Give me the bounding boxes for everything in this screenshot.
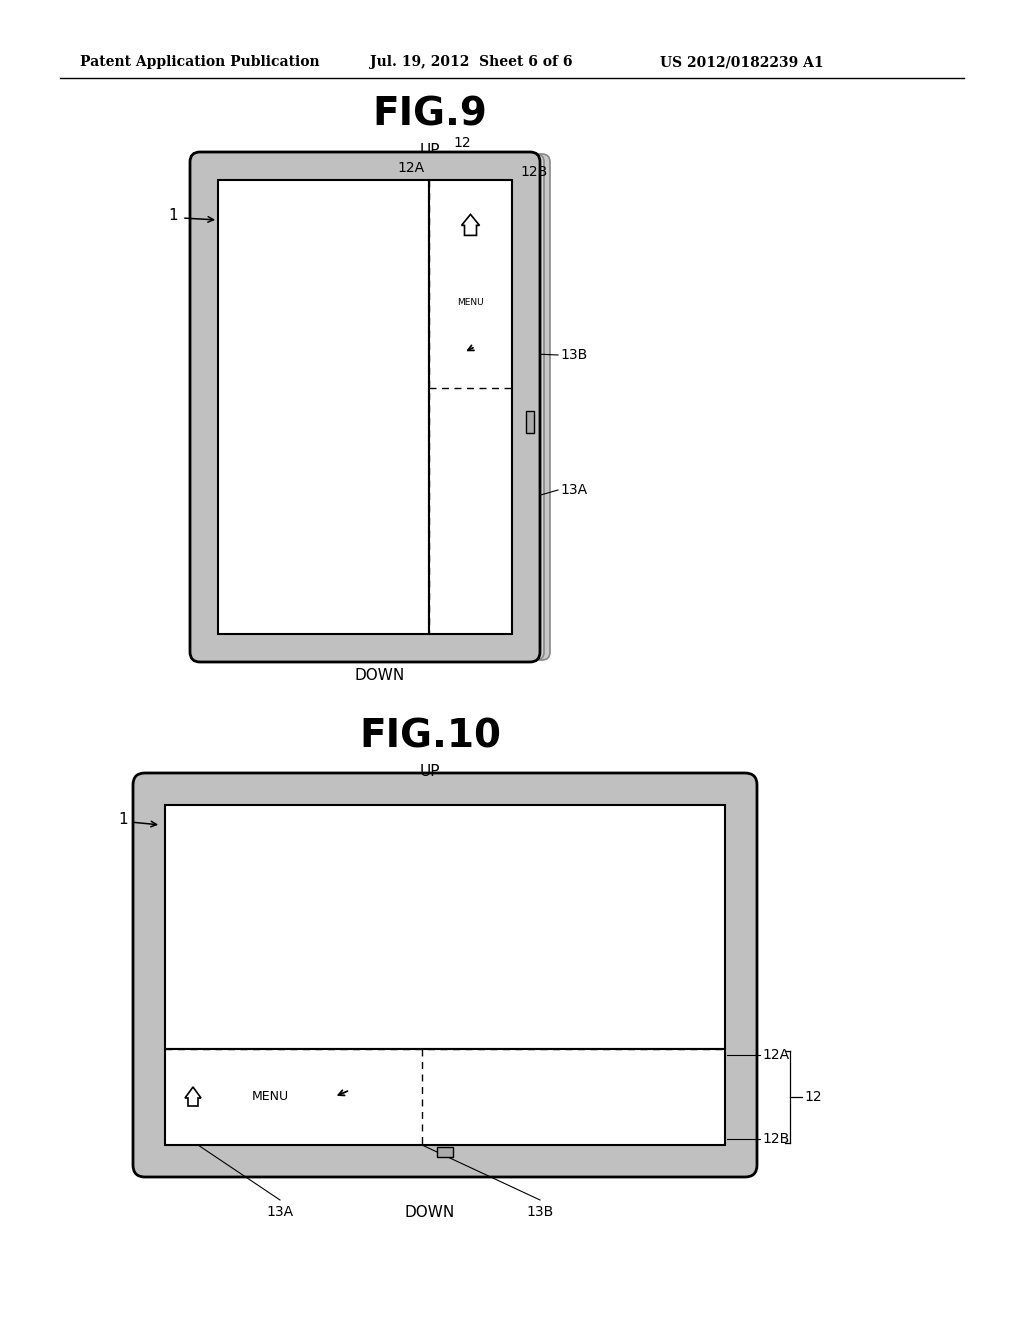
FancyBboxPatch shape <box>198 154 544 660</box>
Text: 12: 12 <box>804 1090 821 1104</box>
Text: 1: 1 <box>168 207 178 223</box>
Text: Patent Application Publication: Patent Application Publication <box>80 55 319 69</box>
FancyBboxPatch shape <box>190 152 540 663</box>
Bar <box>429 180 512 634</box>
Text: 12B: 12B <box>762 1133 790 1146</box>
Text: DOWN: DOWN <box>404 1205 455 1220</box>
Bar <box>526 411 534 433</box>
Bar <box>165 1049 725 1144</box>
Text: 13A: 13A <box>266 1205 294 1218</box>
Text: 12: 12 <box>453 136 471 150</box>
Text: 13B: 13B <box>526 1205 554 1218</box>
Text: 12A: 12A <box>762 1048 790 1063</box>
Text: UP: UP <box>420 143 440 158</box>
Text: MENU: MENU <box>252 1090 289 1104</box>
Text: FIG.10: FIG.10 <box>359 718 501 756</box>
Text: FIG.9: FIG.9 <box>373 95 487 133</box>
Bar <box>437 1147 453 1158</box>
Bar <box>165 805 725 1049</box>
Text: MENU: MENU <box>457 298 483 308</box>
Text: DOWN: DOWN <box>355 668 406 682</box>
Text: 12A: 12A <box>397 161 424 176</box>
Text: 13A: 13A <box>560 483 587 498</box>
Text: US 2012/0182239 A1: US 2012/0182239 A1 <box>660 55 823 69</box>
Text: 13B: 13B <box>560 348 587 362</box>
Text: 12B: 12B <box>520 165 547 180</box>
FancyBboxPatch shape <box>133 774 757 1177</box>
Text: Jul. 19, 2012  Sheet 6 of 6: Jul. 19, 2012 Sheet 6 of 6 <box>370 55 572 69</box>
Text: UP: UP <box>420 764 440 779</box>
Bar <box>218 180 429 634</box>
FancyBboxPatch shape <box>204 154 550 660</box>
Text: 1: 1 <box>119 813 128 828</box>
